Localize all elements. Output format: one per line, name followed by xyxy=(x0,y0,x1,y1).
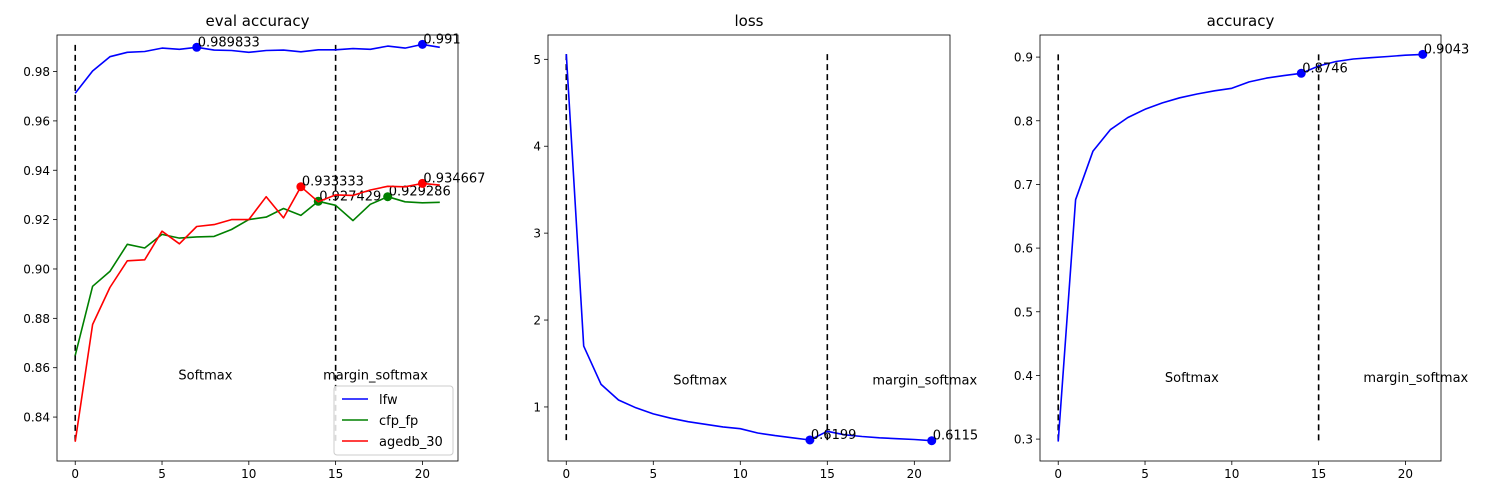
chart-title: eval accuracy xyxy=(206,12,310,30)
chart-title: accuracy xyxy=(1207,12,1275,30)
series-line-lfw xyxy=(74,43,440,94)
y-tick-label: 0.8 xyxy=(1014,114,1033,128)
x-tick-label: 15 xyxy=(1311,467,1326,481)
x-tick-label: 10 xyxy=(733,467,748,481)
x-tick-label: 15 xyxy=(820,467,835,481)
y-tick-label: 3 xyxy=(533,227,541,241)
legend-label: cfp_fp xyxy=(379,414,418,429)
series-line-value xyxy=(1057,53,1423,442)
marker-value-label: 0.6115 xyxy=(933,429,979,444)
series-marker-final xyxy=(383,192,393,202)
legend: lfw cfp_fp agedb_30 xyxy=(333,385,454,456)
marker-value-label: 0.8746 xyxy=(1302,61,1348,76)
series-marker-final xyxy=(417,178,427,188)
plot-frame xyxy=(547,34,951,462)
x-tick-label: 5 xyxy=(649,467,657,481)
x-tick-label: 0 xyxy=(562,467,570,481)
chart-panel-1: eval accuracy 0 5 10 15 20 0.84 0.86 0.88 0.90 0.9… xyxy=(23,12,485,481)
marker-value-label: 0.991 xyxy=(423,32,460,47)
series-marker-best xyxy=(805,435,815,445)
y-tick-label: 0.98 xyxy=(23,65,50,79)
series-marker-final xyxy=(1418,49,1428,59)
plot-frame xyxy=(56,34,459,462)
marker-value-label: 0.929286 xyxy=(389,185,451,200)
marker-value-label: 0.9043 xyxy=(1424,42,1470,57)
y-tick-label: 0.96 xyxy=(23,114,50,128)
x-tick-label: 0 xyxy=(71,467,79,481)
marker-value-label: 0.989833 xyxy=(198,35,260,50)
x-tick-label: 5 xyxy=(158,467,166,481)
stage-annotation: Softmax xyxy=(673,374,727,389)
series-marker-best xyxy=(1296,68,1306,78)
series-line-agedb_30 xyxy=(74,182,440,442)
stage-annotation: Softmax xyxy=(178,369,232,384)
x-tick-label: 20 xyxy=(415,467,430,481)
y-tick-label: 0.7 xyxy=(1014,178,1033,192)
y-tick-label: 0.90 xyxy=(23,262,50,276)
y-tick-label: 5 xyxy=(533,53,541,67)
y-tick-label: 0.4 xyxy=(1014,369,1033,383)
x-tick-label: 0 xyxy=(1054,467,1062,481)
legend-box xyxy=(333,385,454,456)
y-tick-label: 4 xyxy=(533,140,541,154)
y-tick-label: 0.6 xyxy=(1014,242,1033,256)
series-line-cfp_fp xyxy=(74,195,440,356)
series-marker-best xyxy=(192,42,202,52)
y-tick-label: 0.5 xyxy=(1014,305,1033,319)
stage-annotation: margin_softmax xyxy=(872,374,977,389)
plot-frame xyxy=(1039,34,1442,462)
x-tick-label: 5 xyxy=(1141,467,1149,481)
x-tick-label: 10 xyxy=(241,467,256,481)
y-tick-label: 0.84 xyxy=(23,411,50,425)
x-tick-label: 10 xyxy=(1224,467,1239,481)
marker-value-label: 0.6199 xyxy=(811,428,857,443)
legend-label: agedb_30 xyxy=(379,435,443,450)
y-tick-label: 0.92 xyxy=(23,213,50,227)
x-tick-label: 20 xyxy=(1398,467,1413,481)
legend-label: lfw xyxy=(379,393,398,408)
stage-annotation: margin_softmax xyxy=(323,369,428,384)
x-tick-label: 15 xyxy=(328,467,343,481)
series-marker-final xyxy=(927,436,937,446)
series-line-value xyxy=(565,54,932,442)
y-tick-label: 0.86 xyxy=(23,361,50,375)
marker-value-label: 0.933333 xyxy=(302,175,364,190)
y-tick-label: 0.3 xyxy=(1014,433,1033,447)
chart-title: loss xyxy=(735,12,764,30)
stage-annotation: margin_softmax xyxy=(1363,371,1468,386)
x-tick-label: 20 xyxy=(907,467,922,481)
marker-value-label: 0.934667 xyxy=(423,171,485,186)
y-tick-label: 1 xyxy=(533,400,541,414)
y-tick-label: 0.9 xyxy=(1014,51,1033,65)
stage-annotation: Softmax xyxy=(1165,371,1219,386)
chart-panel-3: accuracy 0 5 10 15 20 0.3 0.4 0.5 0.6 0.7 0.8 0.9 0.8… xyxy=(1014,12,1469,481)
y-tick-label: 0.88 xyxy=(23,312,50,326)
y-tick-label: 2 xyxy=(533,314,541,328)
marker-value-label: 0.927429 xyxy=(319,189,381,204)
chart-panel-2: loss 0 5 10 15 20 1 2 3 4 5 0.6199 0.6115 Softmax marg… xyxy=(533,12,978,481)
y-tick-label: 0.94 xyxy=(23,164,50,178)
series-marker-final xyxy=(417,39,427,49)
series-marker-best xyxy=(296,182,306,192)
